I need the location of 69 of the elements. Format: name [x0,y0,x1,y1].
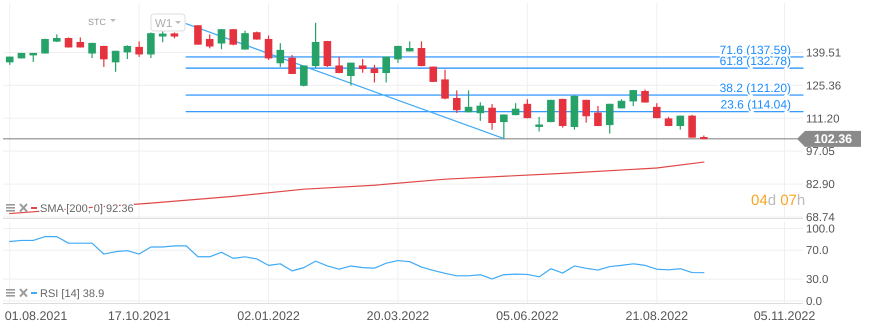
candlestick [135,40,143,58]
y-tick-label: 97.05 [806,146,835,158]
candlestick [582,99,590,124]
candlestick [276,42,284,68]
x-tick-label: 20.03.2022 [366,309,430,323]
annotation: 04d 07h [751,192,806,209]
series-label: 71.6 (137.59) [720,42,791,57]
x-tick-label: 21.08.2022 [626,309,688,323]
y-tick-label: 70.0 [806,245,828,258]
x-tick-label: 05.11.2022 [754,309,816,323]
candlestick [452,90,461,114]
y-tick-label: 125.36 [806,80,842,92]
candlestick [124,44,132,60]
candlestick [394,45,402,64]
candlestick [488,104,496,130]
y-tick-label: 82.90 [806,179,835,192]
line-series [9,161,704,214]
y-tick-label: 111.20 [806,113,840,126]
candlestick [464,90,472,114]
candlestick [641,88,649,104]
y-tick-label: 30.0 [806,274,828,286]
x-tick-label: 01.08.2021 [4,309,68,323]
candlestick [476,102,484,122]
legend-label: RSI [14] 38.9 [40,288,104,300]
candlestick [594,105,602,127]
candlestick [441,69,449,100]
candlestick [500,114,508,140]
candlestick [194,24,202,46]
line-series [9,236,704,280]
y-tick-label: 68.74 [806,212,836,224]
candlestick [524,98,532,119]
candlestick [206,34,214,49]
series-label: 38.2 (121.20) [720,81,791,96]
y-tick-label: 139.51 [806,48,842,60]
candlestick [629,89,638,107]
candlestick [112,50,120,72]
candlestick [288,54,296,75]
annotation: STC [88,17,106,27]
y-tick-label: 0.0 [806,296,822,308]
x-tick-label: 17.10.2021 [108,309,170,323]
candlestick [147,32,155,59]
candlestick [535,116,543,132]
candlestick [100,45,108,68]
annotation: W1 [155,18,172,30]
candlestick [88,42,96,59]
candlestick [606,103,614,134]
candlestick [358,58,366,74]
candlestick [370,64,378,84]
candlestick [652,102,661,119]
candlestick [418,40,426,67]
ref-line-label: 102.36 [814,132,852,146]
candlestick [347,62,355,86]
candlestick [241,30,249,50]
series-label: 23.6 (114.04) [720,98,791,112]
candlestick [264,34,272,61]
candlestick [312,22,320,68]
candlestick [158,30,166,43]
candlestick [229,28,238,46]
y-tick-label: 100.0 [806,224,835,236]
x-tick-label: 02.01.2022 [237,309,300,323]
candlestick [676,114,684,130]
x-tick-label: 05.06.2022 [496,309,559,323]
candlestick [218,28,226,50]
candlestick [547,99,555,123]
candlestick [335,56,343,74]
candlestick [382,56,390,84]
candlestick [512,102,520,116]
candlestick [300,64,308,88]
candlestick [688,114,696,138]
